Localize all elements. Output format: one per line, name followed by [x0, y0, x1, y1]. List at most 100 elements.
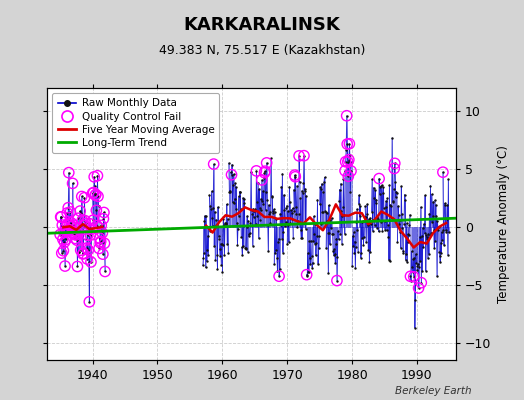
Point [210, 161, 218, 167]
Point [243, 224, 251, 230]
Point [439, 169, 447, 175]
Point [83, 256, 91, 262]
Point [234, 193, 243, 200]
Point [414, 285, 423, 291]
Point [308, 264, 316, 271]
Point [343, 112, 351, 119]
Point [341, 168, 349, 174]
Point [400, 221, 408, 227]
Point [398, 211, 406, 217]
Point [250, 208, 258, 214]
Point [354, 200, 363, 207]
Point [432, 202, 440, 208]
Point [408, 269, 417, 275]
Point [89, 190, 97, 196]
Point [67, 223, 75, 230]
Point [70, 222, 78, 228]
Point [277, 222, 285, 228]
Point [442, 216, 451, 222]
Point [433, 218, 442, 225]
Point [309, 238, 318, 245]
Point [441, 202, 449, 208]
Point [309, 260, 317, 266]
Point [86, 220, 94, 227]
Point [427, 182, 435, 189]
Point [376, 184, 385, 190]
Point [334, 228, 342, 234]
Point [369, 184, 378, 191]
Point [291, 174, 300, 180]
Point [203, 247, 211, 253]
Point [399, 248, 407, 254]
Point [444, 176, 453, 182]
Point [69, 229, 78, 236]
Point [435, 249, 443, 255]
Point [244, 218, 253, 224]
Point [405, 222, 413, 228]
Point [266, 209, 274, 215]
Point [78, 193, 86, 200]
Point [283, 241, 291, 247]
Point [258, 177, 266, 183]
Point [301, 186, 309, 192]
Point [75, 249, 83, 256]
Point [371, 187, 379, 194]
Point [348, 233, 357, 239]
Point [434, 226, 442, 233]
Point [286, 198, 294, 205]
Point [75, 222, 84, 229]
Point [440, 242, 448, 248]
Point [323, 218, 331, 224]
Point [91, 192, 100, 198]
Point [84, 247, 92, 253]
Point [411, 297, 420, 304]
Point [73, 237, 81, 243]
Point [288, 205, 297, 212]
Point [100, 209, 108, 216]
Point [100, 240, 108, 246]
Point [206, 203, 214, 209]
Point [242, 246, 250, 252]
Point [297, 227, 305, 234]
Point [77, 210, 85, 217]
Point [384, 234, 392, 240]
Point [94, 193, 102, 200]
Point [94, 193, 102, 200]
Point [71, 235, 80, 242]
Point [299, 179, 308, 186]
Point [339, 176, 347, 182]
Point [92, 207, 101, 214]
Point [96, 240, 104, 246]
Point [239, 243, 248, 249]
Point [241, 244, 249, 251]
Point [344, 173, 353, 180]
Point [435, 253, 444, 259]
Point [258, 198, 267, 204]
Point [79, 250, 88, 256]
Point [217, 241, 226, 247]
Point [268, 193, 276, 200]
Point [351, 265, 359, 271]
Point [411, 325, 419, 331]
Point [375, 175, 383, 182]
Point [384, 222, 392, 229]
Point [293, 224, 302, 230]
Point [374, 215, 382, 222]
Point [310, 231, 319, 238]
Point [238, 252, 246, 258]
Point [280, 192, 288, 198]
Point [338, 213, 346, 219]
Point [275, 236, 283, 242]
Point [208, 215, 216, 221]
Point [88, 226, 96, 232]
Point [386, 202, 395, 208]
Point [383, 195, 391, 202]
Point [285, 184, 293, 190]
Point [74, 248, 83, 255]
Point [357, 219, 366, 226]
Point [260, 170, 269, 176]
Point [201, 212, 209, 219]
Point [314, 245, 323, 251]
Point [57, 214, 65, 220]
Point [228, 199, 237, 205]
